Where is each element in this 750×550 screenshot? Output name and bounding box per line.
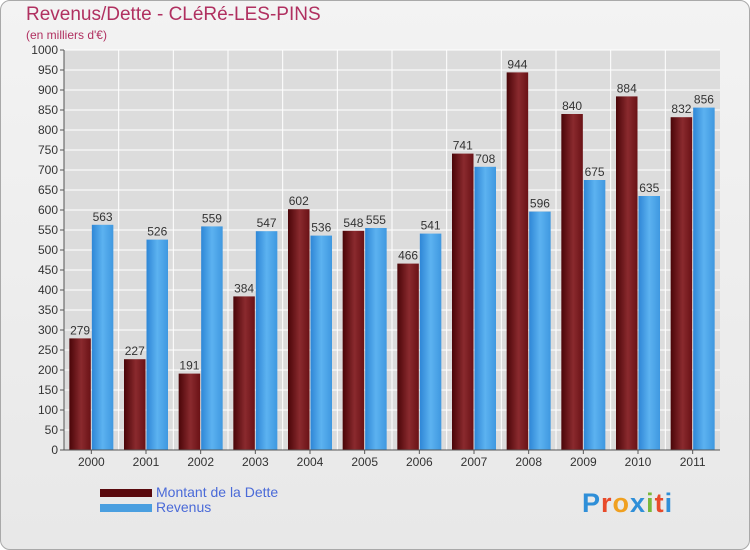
x-tick-label: 2009 xyxy=(570,455,597,469)
bar-revenus xyxy=(638,196,660,450)
logo-letter: i xyxy=(664,488,674,518)
data-label-dette: 191 xyxy=(179,359,199,373)
y-tick-label: 500 xyxy=(38,243,58,257)
data-label-revenus: 526 xyxy=(147,225,167,239)
data-label-dette: 279 xyxy=(70,323,90,337)
y-tick-label: 450 xyxy=(38,263,58,277)
y-tick-label: 700 xyxy=(38,163,58,177)
y-tick-label: 900 xyxy=(38,83,58,97)
x-tick-label: 2005 xyxy=(351,455,378,469)
data-label-dette: 741 xyxy=(453,139,473,153)
x-tick-label: 2006 xyxy=(406,455,433,469)
x-tick-label: 2007 xyxy=(461,455,488,469)
data-label-dette: 884 xyxy=(617,81,637,95)
bar-dette xyxy=(397,263,419,450)
y-tick-label: 50 xyxy=(45,423,59,437)
x-tick-label: 2004 xyxy=(297,455,324,469)
x-tick-label: 2008 xyxy=(515,455,542,469)
bar-dette xyxy=(342,230,365,450)
bar-dette xyxy=(616,96,638,451)
data-label-revenus: 596 xyxy=(530,197,550,211)
data-label-dette: 227 xyxy=(125,344,145,358)
y-tick-label: 200 xyxy=(38,363,58,377)
y-tick-label: 800 xyxy=(38,123,58,137)
data-label-dette: 832 xyxy=(671,102,691,116)
data-label-dette: 466 xyxy=(398,249,418,263)
bar-revenus xyxy=(365,228,387,450)
x-tick-label: 2011 xyxy=(680,455,706,469)
bar-revenus xyxy=(529,211,551,450)
bar-dette xyxy=(233,296,255,450)
data-label-dette: 384 xyxy=(234,281,254,295)
data-label-revenus: 635 xyxy=(639,181,659,195)
bar-dette xyxy=(452,153,474,450)
bar-revenus xyxy=(146,239,168,450)
bar-dette xyxy=(561,114,583,450)
y-tick-label: 850 xyxy=(38,103,58,117)
bar-dette xyxy=(124,359,146,450)
x-tick-label: 2002 xyxy=(187,455,214,469)
x-tick-label: 2001 xyxy=(133,455,160,469)
y-tick-label: 300 xyxy=(38,323,58,337)
legend-label-debt: Montant de la Dette xyxy=(156,484,279,500)
data-label-revenus: 708 xyxy=(475,152,495,166)
logo-letter: P xyxy=(582,488,602,518)
legend-label-revenus: Revenus xyxy=(156,499,212,515)
x-tick-label: 2003 xyxy=(242,455,269,469)
bar-revenus xyxy=(201,226,223,450)
y-tick-label: 600 xyxy=(38,203,58,217)
bar-dette xyxy=(670,117,693,450)
legend-swatch-debt xyxy=(100,489,152,497)
bar-dette xyxy=(69,338,91,450)
data-label-dette: 944 xyxy=(507,57,527,71)
bar-revenus xyxy=(91,224,114,450)
data-label-dette: 602 xyxy=(289,194,309,208)
y-tick-label: 350 xyxy=(38,303,58,317)
y-tick-label: 750 xyxy=(38,143,58,157)
chart-title: Revenus/Dette - CLéRé-LES-PINS xyxy=(26,4,321,25)
logo-letter: i xyxy=(646,488,655,518)
bar-revenus xyxy=(310,235,332,450)
data-label-revenus: 856 xyxy=(694,93,714,107)
y-tick-label: 950 xyxy=(38,63,58,77)
y-tick-label: 150 xyxy=(38,383,58,397)
y-tick-label: 0 xyxy=(51,443,58,457)
data-label-revenus: 563 xyxy=(93,210,113,224)
x-tick-label: 2010 xyxy=(625,455,652,469)
bar-revenus xyxy=(693,107,715,450)
data-label-revenus: 547 xyxy=(257,216,277,230)
chart-subtitle: (en milliers d'€) xyxy=(26,28,107,42)
bar-dette xyxy=(288,209,310,450)
y-tick-label: 550 xyxy=(38,223,58,237)
legend-swatch-revenus xyxy=(100,504,152,512)
proxiti-logo: Proxiti xyxy=(582,488,673,519)
bar-revenus xyxy=(474,166,496,451)
x-tick-label: 2000 xyxy=(78,455,105,469)
logo-letter: t xyxy=(654,488,665,518)
data-label-dette: 840 xyxy=(562,99,582,113)
bar-revenus xyxy=(255,231,278,450)
data-label-dette: 548 xyxy=(343,216,363,230)
y-tick-label: 400 xyxy=(38,283,58,297)
logo-letter: o xyxy=(612,488,631,518)
data-label-revenus: 536 xyxy=(311,221,331,235)
data-label-revenus: 559 xyxy=(202,211,222,225)
y-tick-label: 100 xyxy=(38,403,58,417)
y-tick-label: 650 xyxy=(38,183,58,197)
data-label-revenus: 675 xyxy=(585,165,605,179)
y-tick-label: 250 xyxy=(38,343,58,357)
logo-letter: x xyxy=(630,488,647,518)
bar-dette xyxy=(178,373,201,450)
bar-revenus xyxy=(583,180,606,450)
bar-dette xyxy=(506,72,529,451)
data-label-revenus: 541 xyxy=(421,219,441,233)
bar-revenus xyxy=(419,233,442,450)
y-tick-label: 1000 xyxy=(31,43,58,57)
data-label-revenus: 555 xyxy=(366,213,386,227)
logo-letter: r xyxy=(601,488,613,518)
